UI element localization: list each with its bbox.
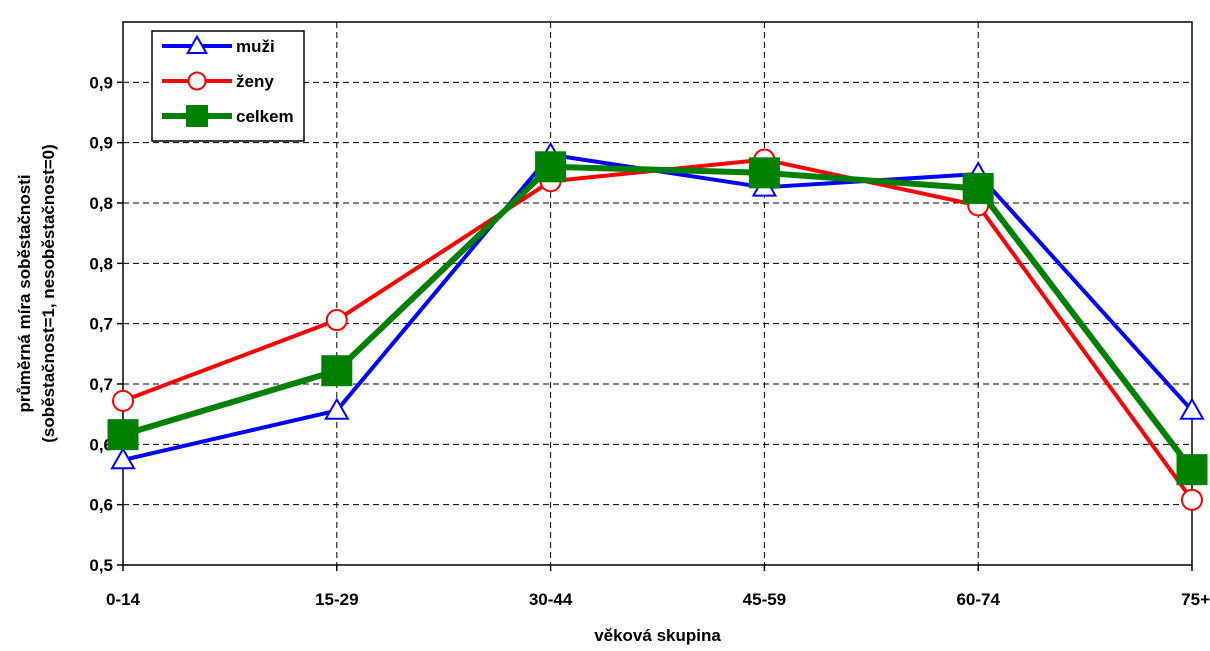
- data-point-marker: [962, 173, 994, 205]
- legend-label: celkem: [236, 107, 294, 126]
- legend-label: ženy: [236, 72, 274, 91]
- y-axis-title: průměrná míra soběstačnosti (soběstačnos…: [15, 144, 58, 443]
- legend-item-ženy: ženy: [162, 71, 274, 91]
- series-line: [122, 163, 1195, 472]
- y-axis-title-line-1: průměrná míra soběstačnosti: [15, 174, 34, 412]
- data-point-marker: [185, 34, 209, 55]
- y-tick-label: 0,8: [89, 254, 113, 273]
- legend-label: muži: [236, 37, 275, 56]
- legend-item-celkem: celkem: [162, 105, 294, 127]
- x-tick-label: 60-74: [956, 590, 1000, 609]
- data-point-marker: [110, 447, 136, 470]
- y-tick-label: 0,6: [89, 496, 113, 515]
- x-axis: 0-14 15-29 30-44 45-59 60-74 75+: [106, 565, 1210, 609]
- x-tick-label: 30-44: [529, 590, 573, 609]
- data-point-marker: [1176, 454, 1208, 486]
- data-point-marker: [1181, 488, 1203, 511]
- y-tick-label: 0,5: [89, 556, 113, 575]
- y-axis-title-line-2: (soběstačnost=1, nesoběstačnost=0): [39, 144, 58, 443]
- y-tick-label: 0,8: [89, 194, 113, 213]
- x-tick-label: 15-29: [315, 590, 358, 609]
- y-tick-label: 0,6: [89, 435, 113, 454]
- series-celkem: [107, 151, 1208, 486]
- x-axis-title: věková skupina: [594, 626, 721, 645]
- legend-item-muži: muži: [162, 34, 275, 56]
- grid: [123, 22, 1192, 565]
- legend-box: [151, 30, 305, 142]
- data-point-marker: [535, 151, 567, 183]
- y-tick-label: 0,7: [89, 375, 113, 394]
- y-tick-label: 0,9: [89, 134, 113, 153]
- y-tick-label: 0,9: [89, 73, 113, 92]
- y-axis: 0,5 0,6 0,6 0,7 0,7 0,8 0,8 0,9 0,9: [89, 73, 123, 575]
- data-point-marker: [321, 355, 353, 387]
- data-point-marker: [112, 389, 134, 412]
- data-point-marker: [187, 71, 207, 91]
- data-point-marker: [748, 157, 780, 189]
- legend: muži ženy celkem: [151, 30, 305, 142]
- data-point-marker: [107, 419, 139, 451]
- plot-area-frame: [122, 21, 1193, 566]
- data-point-marker: [324, 397, 350, 420]
- data-point-marker: [325, 309, 348, 332]
- x-tick-label: 0-14: [106, 590, 141, 609]
- x-tick-label: 75+: [1181, 590, 1210, 609]
- y-tick-label: 0,7: [89, 315, 113, 334]
- data-point-marker: [186, 105, 208, 127]
- data-point-marker: [1179, 397, 1205, 420]
- x-tick-label: 45-59: [743, 590, 786, 609]
- series-layer: [107, 141, 1208, 511]
